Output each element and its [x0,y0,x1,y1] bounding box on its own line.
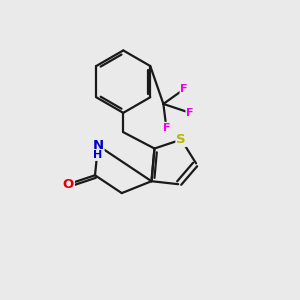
Text: F: F [180,84,188,94]
Text: N: N [92,139,104,152]
Text: F: F [163,123,170,133]
Text: O: O [63,178,74,191]
Text: F: F [186,108,194,118]
Text: S: S [176,133,186,146]
Text: H: H [93,150,103,160]
